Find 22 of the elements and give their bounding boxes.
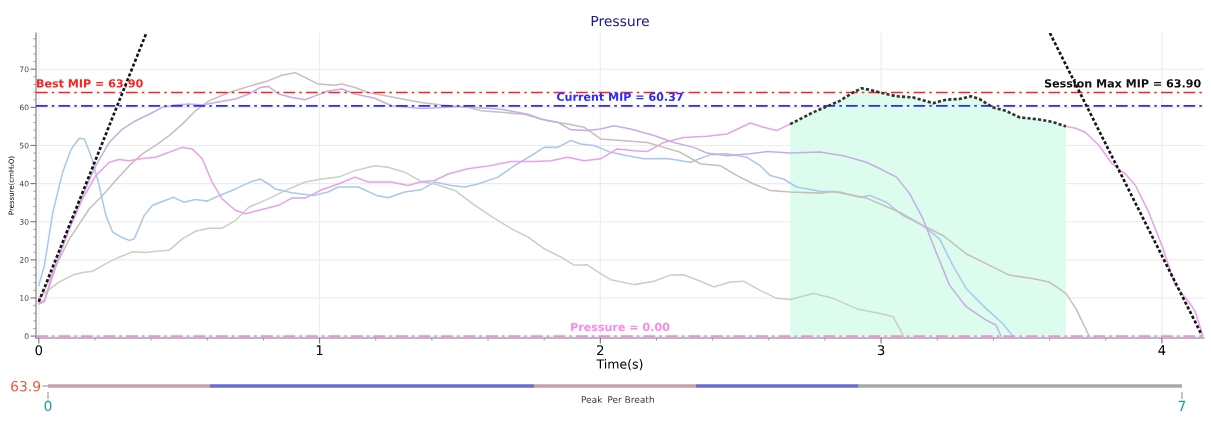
bar bbox=[534, 384, 696, 388]
x-tick-label: 7 bbox=[1178, 400, 1186, 411]
x-tick-label: 3 bbox=[877, 345, 885, 356]
x-axis-title: Time(s) bbox=[596, 359, 643, 371]
bar bbox=[858, 384, 1182, 388]
bar bbox=[210, 384, 534, 388]
annotation: Per Breath bbox=[608, 396, 654, 403]
annotation: Peak bbox=[581, 396, 603, 403]
x-tick-label: 0 bbox=[35, 345, 43, 356]
ref-line-label: Current MIP = 60.37 bbox=[556, 92, 683, 101]
x-tick-label: 2 bbox=[597, 345, 604, 355]
ref-line-label: Pressure = 0.00 bbox=[571, 322, 670, 332]
x-tick-label: 1 bbox=[316, 345, 323, 355]
y-tick-label: 63.9 bbox=[11, 380, 41, 392]
bar bbox=[48, 384, 210, 388]
annotation: Session Max MIP = 63.90 bbox=[1044, 78, 1201, 88]
x-tick-label: 4 bbox=[1158, 345, 1166, 355]
line-series bbox=[38, 137, 1014, 337]
bar bbox=[696, 384, 858, 388]
line-series bbox=[38, 164, 905, 337]
ref-line-label: Best MIP = 63.90 bbox=[37, 79, 143, 88]
chart-title: Pressure bbox=[591, 15, 649, 27]
